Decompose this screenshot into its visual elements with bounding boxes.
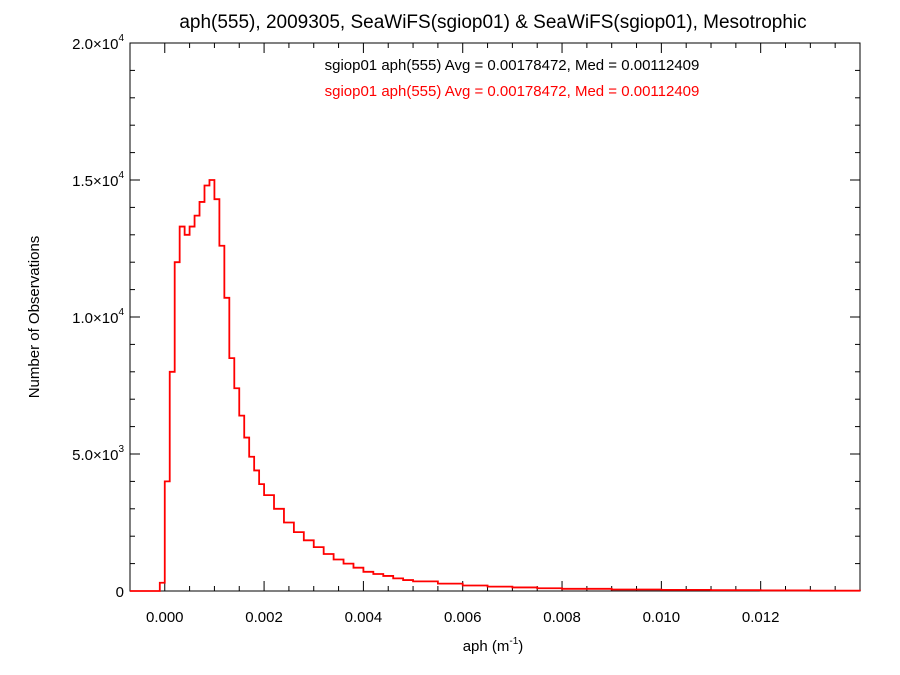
plot-frame (129, 42, 861, 592)
legend-entry: sgiop01 aph(555) Avg = 0.00178472, Med =… (325, 83, 700, 100)
x-tick-label: 0.006 (444, 609, 482, 626)
y-axis-label: Number of Observations (26, 236, 43, 399)
legend: sgiop01 aph(555) Avg = 0.00178472, Med =… (325, 57, 700, 100)
chart-title: aph(555), 2009305, SeaWiFS(sgiop01) & Se… (179, 12, 806, 33)
y-tick-label: 2.0×104 (72, 33, 124, 53)
x-tick-label: 0.004 (345, 609, 383, 626)
y-tick-label: 1.5×104 (72, 170, 124, 190)
x-axis-ticks: 0.000 0.002 0.004 0.006 0.008 0.010 0.012 (146, 43, 861, 626)
y-tick-label: 1.0×104 (72, 307, 124, 327)
plot-area (130, 179, 861, 592)
histogram-series-line (130, 179, 861, 592)
legend-entry: sgiop01 aph(555) Avg = 0.00178472, Med =… (325, 57, 700, 74)
x-tick-label: 0.008 (543, 609, 581, 626)
x-tick-label: 0.010 (643, 609, 681, 626)
x-axis-label: aph (m-1) (463, 636, 524, 655)
y-tick-label: 0 (116, 584, 124, 601)
x-tick-label: 0.002 (245, 609, 283, 626)
y-tick-label: 5.0×103 (72, 444, 124, 464)
x-tick-label: 0.012 (742, 609, 780, 626)
x-tick-label: 0.000 (146, 609, 184, 626)
y-axis-ticks: 0 5.0×103 1.0×104 1.5×104 2.0×104 (72, 33, 860, 601)
